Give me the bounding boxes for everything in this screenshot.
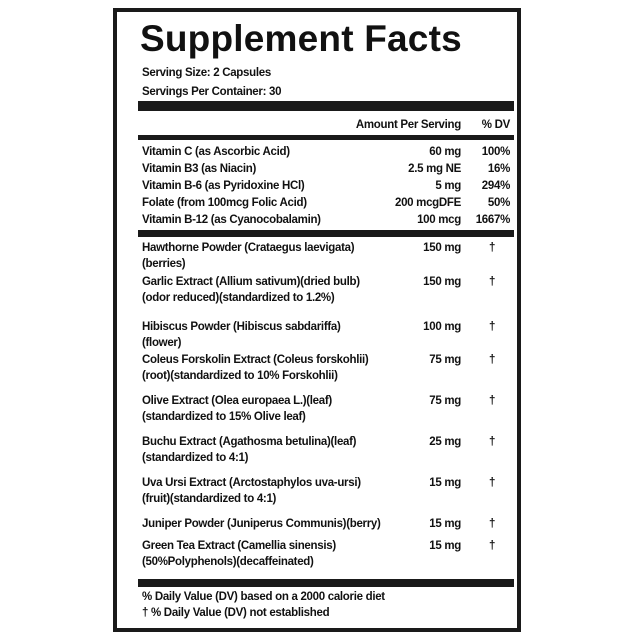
serving-size: Serving Size: 2 Capsules [142,67,271,79]
ingredient-detail: (root)(standardized to 10% Forskohlii) [142,370,338,382]
ingredient-name: Coleus Forskolin Extract (Coleus forskoh… [142,354,369,366]
ingredient-dv-dagger: † [489,276,496,288]
supplement-facts-label: Supplement Facts Serving Size: 2 Capsule… [113,8,521,632]
ingredient-amount: 75 mg [429,354,461,366]
ingredient-dv-dagger: † [489,242,496,254]
ingredient-dv-dagger: † [489,321,496,333]
ingredient-dv-dagger: † [489,436,496,448]
divider-thick [138,101,514,111]
footer-dagger-note: † % Daily Value (DV) not established [142,607,330,619]
vitamin-amount: 60 mg [429,146,461,158]
label-title: Supplement Facts [140,18,462,59]
ingredient-amount: 150 mg [423,276,461,288]
vitamin-dv: 100% [481,146,511,158]
vitamin-name: Vitamin B3 (as Niacin) [142,163,256,175]
ingredient-name: Garlic Extract (Allium sativum)(dried bu… [142,276,360,288]
ingredient-dv-dagger: † [489,354,496,366]
ingredient-name: Hawthorne Powder (Crataegus laevigata) [142,242,355,254]
ingredient-detail: (odor reduced)(standardized to 1.2%) [142,292,335,304]
ingredient-dv-dagger: † [489,540,496,552]
ingredient-name: Olive Extract (Olea europaea L.)(leaf) [142,395,332,407]
ingredient-detail: (flower) [142,337,182,349]
vitamin-name: Vitamin B-6 (as Pyridoxine HCl) [142,180,305,192]
vitamin-name: Vitamin C (as Ascorbic Acid) [142,146,290,158]
ingredient-dv-dagger: † [489,477,496,489]
vitamin-amount: 5 mg [435,180,461,192]
ingredient-detail: (standardized to 4:1) [142,452,249,464]
ingredient-name: Uva Ursi Extract (Arctostaphylos uva-urs… [142,477,361,489]
footer-dv-note: % Daily Value (DV) based on a 2000 calor… [142,591,385,603]
ingredient-name: Hibiscus Powder (Hibiscus sabdariffa) [142,321,341,333]
ingredient-amount: 15 mg [429,477,461,489]
ingredient-name: Buchu Extract (Agathosma betulina)(leaf) [142,436,357,448]
header-dv: % DV [481,119,511,131]
ingredient-amount: 150 mg [423,242,461,254]
ingredient-amount: 25 mg [429,436,461,448]
ingredient-name: Green Tea Extract (Camellia sinensis) [142,540,336,552]
header-amount: Amount Per Serving [355,119,461,131]
vitamin-amount: 2.5 mg NE [408,163,461,175]
vitamin-name: Folate (from 100mcg Folic Acid) [142,197,307,209]
ingredient-detail: (fruit)(standardized to 4:1) [142,493,277,505]
vitamin-dv: 1667% [475,214,511,226]
ingredient-amount: 15 mg [429,540,461,552]
divider-thick [138,230,514,237]
divider-thick [138,579,514,587]
servings-per-container: Servings Per Container: 30 [142,86,282,98]
vitamin-name: Vitamin B-12 (as Cyanocobalamin) [142,214,321,226]
vitamin-dv: 294% [481,180,511,192]
ingredient-amount: 15 mg [429,518,461,530]
ingredient-dv-dagger: † [489,518,496,530]
ingredient-amount: 75 mg [429,395,461,407]
ingredient-detail: (berries) [142,258,186,270]
vitamin-dv: 50% [487,197,510,209]
ingredient-detail: (50%Polyphenols)(decaffeinated) [142,556,314,568]
ingredient-detail: (standardized to 15% Olive leaf) [142,411,306,423]
vitamin-dv: 16% [487,163,510,175]
ingredient-dv-dagger: † [489,395,496,407]
vitamin-amount: 100 mcg [417,214,461,226]
ingredient-name: Juniper Powder (Juniperus Communis)(berr… [142,518,381,530]
divider [138,135,514,140]
vitamin-amount: 200 mcgDFE [394,197,461,209]
ingredient-amount: 100 mg [423,321,461,333]
